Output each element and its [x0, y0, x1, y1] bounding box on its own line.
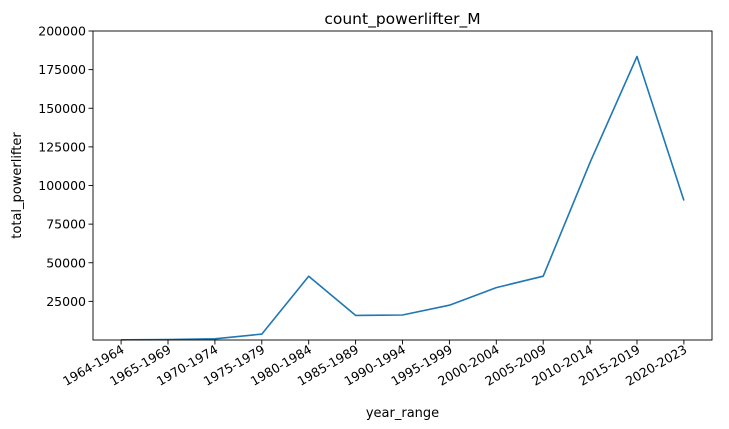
y-axis-ticks: 25000 50000 75000 100000 125000 150000 175000 2…	[38, 24, 93, 309]
series-line	[121, 55, 685, 341]
y-tick-label: 75000	[46, 217, 86, 232]
x-axis-ticks: 1964-19641965-19691970-19741975-19791980…	[60, 340, 689, 389]
y-tick-label: 150000	[38, 101, 86, 116]
y-tick-label: 25000	[46, 294, 86, 309]
chart-title: count_powerlifter_M	[324, 10, 480, 29]
plot-frame	[92, 30, 713, 341]
y-tick-label: 50000	[46, 255, 86, 270]
y-tick-label: 100000	[38, 178, 86, 193]
y-tick-label: 200000	[38, 24, 86, 39]
y-axis-label: total_powerlifter	[10, 132, 25, 239]
y-tick-label: 175000	[38, 62, 86, 77]
plot-background	[93, 31, 712, 340]
y-tick-label: 125000	[38, 139, 86, 154]
x-axis-label: year_range	[366, 406, 439, 421]
